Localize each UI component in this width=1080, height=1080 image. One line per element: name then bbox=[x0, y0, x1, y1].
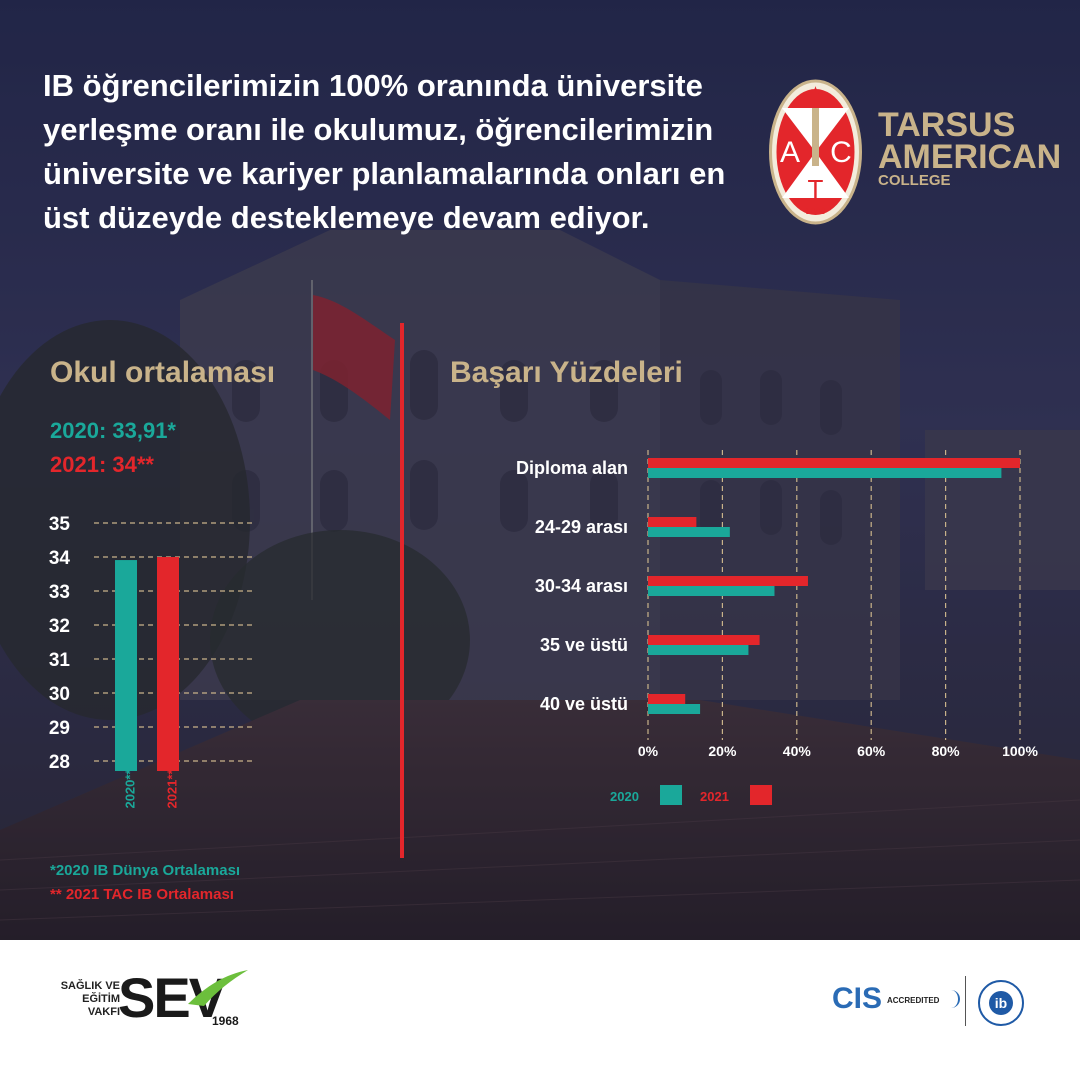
sev-text-block: SAĞLIK VE EĞİTİM VAKFI bbox=[40, 980, 120, 1019]
v-category-label: 2020** bbox=[122, 769, 137, 809]
v-bar bbox=[157, 557, 179, 771]
brand-name-line3: COLLEGE bbox=[878, 172, 951, 189]
v-tick-label: 30 bbox=[49, 684, 70, 705]
h-bar-2021 bbox=[648, 458, 1020, 468]
h-bar-2020 bbox=[648, 645, 749, 655]
footer-logo-divider bbox=[965, 976, 966, 1026]
footer: SAĞLIK VE EĞİTİM VAKFI SEV 1968 CIS ACCR… bbox=[0, 940, 1080, 1080]
sev-swoosh-icon bbox=[188, 970, 248, 1006]
v-tick-label: 33 bbox=[49, 582, 70, 603]
v-tick-label: 34 bbox=[49, 548, 71, 569]
seal-letter-t: T bbox=[808, 174, 824, 204]
left-section-title: Okul ortalaması bbox=[50, 356, 276, 389]
h-tick-label: 100% bbox=[1002, 743, 1038, 759]
h-bar-2021 bbox=[648, 517, 697, 527]
legend-label: 2020 bbox=[610, 789, 639, 804]
h-bar-2021 bbox=[648, 635, 760, 645]
section-divider bbox=[400, 323, 404, 858]
h-category-label: 35 ve üstü bbox=[540, 635, 628, 655]
sev-line3: VAKFI bbox=[87, 1006, 120, 1018]
v-bar bbox=[115, 560, 137, 771]
h-category-label: 24-29 arası bbox=[535, 517, 628, 537]
h-tick-label: 40% bbox=[783, 743, 812, 759]
h-category-label: Diploma alan bbox=[516, 458, 628, 478]
success-percentages-chart: 0% 20% 40% 60% 80% 100% Diploma alan 24-29 aras… bbox=[516, 450, 1038, 805]
brand-name-line2: AMERICAN bbox=[878, 138, 1062, 176]
h-bar-2020 bbox=[648, 704, 701, 714]
v-tick-label: 28 bbox=[49, 752, 70, 773]
seal-letter-c: C bbox=[830, 136, 852, 169]
seal-letter-a: A bbox=[780, 136, 800, 169]
v-tick-label: 31 bbox=[49, 650, 71, 671]
v-category-label: 2021** bbox=[164, 769, 179, 809]
h-tick-label: 20% bbox=[708, 743, 737, 759]
h-tick-label: 60% bbox=[857, 743, 886, 759]
legend-swatch bbox=[660, 785, 682, 805]
legend-swatch bbox=[750, 785, 772, 805]
note-2021: ** 2021 TAC IB Ortalaması bbox=[50, 886, 234, 903]
h-bar-2020 bbox=[648, 586, 775, 596]
cis-accredited-text: ACCREDITED bbox=[887, 996, 940, 1005]
sev-line1: SAĞLIK VE bbox=[60, 980, 120, 992]
h-category-label: 40 ve üstü bbox=[540, 694, 628, 714]
v-tick-label: 29 bbox=[49, 718, 70, 739]
h-bar-2021 bbox=[648, 576, 808, 586]
cis-bracket-icon bbox=[950, 990, 960, 1008]
h-bar-2020 bbox=[648, 468, 1002, 478]
h-tick-label: 0% bbox=[638, 743, 659, 759]
legend-label: 2021 bbox=[700, 789, 729, 804]
h-category-label: 30-34 arası bbox=[535, 576, 628, 596]
school-average-chart: 28 29 30 31 32 33 34 35 2020** 2021** bbox=[49, 514, 256, 809]
v-tick-label: 32 bbox=[49, 616, 70, 637]
note-2020: *2020 IB Dünya Ortalaması bbox=[50, 862, 241, 879]
avg-2021-label: 2021: 34** bbox=[50, 452, 154, 477]
tac-seal-logo: A C T 1888 bbox=[769, 79, 862, 225]
h-bar-2021 bbox=[648, 694, 686, 704]
sev-line2: EĞİTİM bbox=[82, 993, 120, 1005]
avg-2020-label: 2020: 33,91* bbox=[50, 418, 176, 443]
headline-text: IB öğrencilerimizin 100% oranında üniver… bbox=[43, 68, 726, 235]
ib-logo: ib bbox=[978, 980, 1024, 1026]
sev-year: 1968 bbox=[212, 1014, 239, 1028]
brand-name-line1: TARSUS bbox=[878, 106, 1016, 144]
h-bar-2020 bbox=[648, 527, 730, 537]
h-tick-label: 80% bbox=[932, 743, 961, 759]
ib-logo-text: ib bbox=[989, 991, 1013, 1015]
cis-logo: CIS bbox=[832, 982, 883, 1015]
v-tick-label: 35 bbox=[49, 514, 71, 535]
right-section-title: Başarı Yüzdeleri bbox=[450, 356, 683, 389]
seal-year: 1888 bbox=[805, 206, 825, 216]
